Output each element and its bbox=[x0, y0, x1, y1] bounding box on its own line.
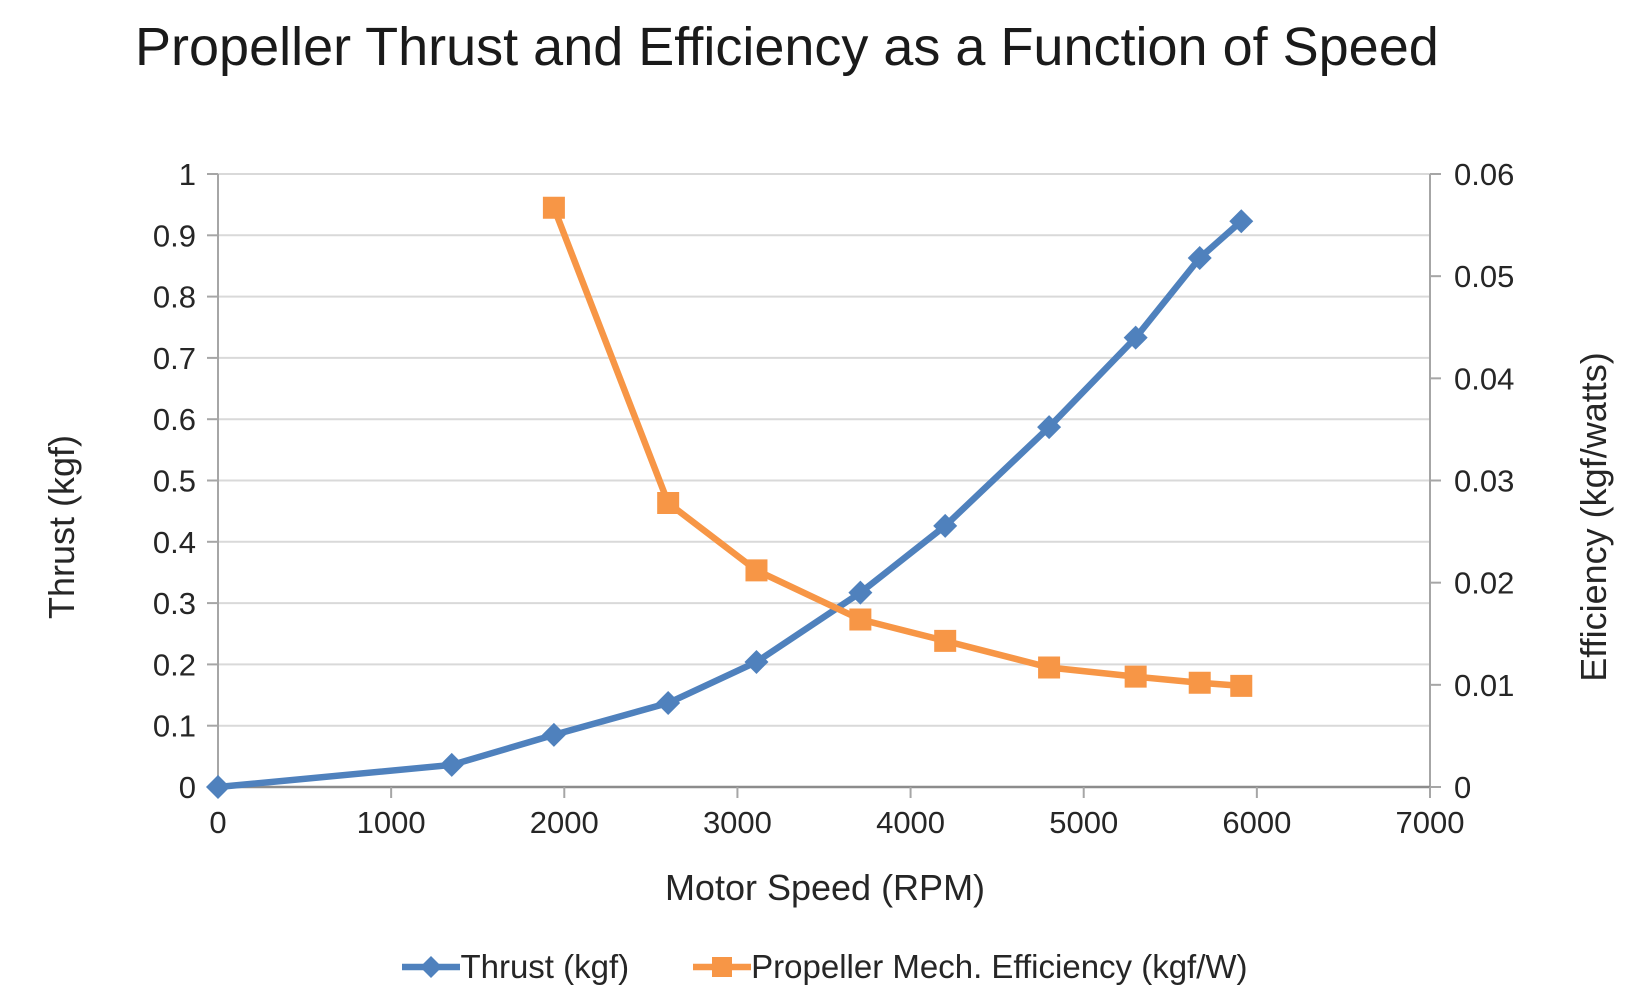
series-marker-0 bbox=[1229, 209, 1254, 234]
y-tick-label-left: 0.3 bbox=[153, 586, 196, 621]
thrust-series-marker-icon bbox=[402, 950, 461, 984]
series-marker-1 bbox=[657, 491, 680, 514]
y-tick-label-left: 0 bbox=[179, 770, 196, 805]
x-tick-label: 1000 bbox=[357, 805, 426, 840]
y-tick-label-left: 0.4 bbox=[153, 525, 196, 560]
series-marker-0 bbox=[656, 691, 681, 716]
series-marker-0 bbox=[1037, 415, 1062, 440]
y-tick-label-left: 0.5 bbox=[153, 464, 196, 499]
series-marker-0 bbox=[1187, 245, 1212, 270]
x-tick-label: 6000 bbox=[1222, 805, 1291, 840]
series-marker-0 bbox=[933, 513, 958, 538]
x-tick-label: 0 bbox=[209, 805, 226, 840]
y-tick-label-right: 0.06 bbox=[1454, 157, 1514, 192]
y-tick-label-left: 0.8 bbox=[153, 280, 196, 315]
y-tick-label-left: 0.2 bbox=[153, 647, 196, 682]
legend-label-efficiency: Propeller Mech. Efficiency (kgf/W) bbox=[751, 948, 1248, 985]
series-marker-0 bbox=[1123, 325, 1148, 350]
y-tick-label-right: 0.03 bbox=[1454, 464, 1514, 499]
y-tick-label-left: 0.9 bbox=[153, 218, 196, 253]
legend-item-efficiency: Propeller Mech. Efficiency (kgf/W) bbox=[693, 948, 1248, 986]
series-marker-1 bbox=[542, 196, 565, 219]
x-tick-label: 3000 bbox=[703, 805, 772, 840]
y-axis-title-left: Thrust (kgf) bbox=[41, 434, 82, 620]
series-marker-0 bbox=[439, 752, 464, 777]
y-tick-label-left: 1 bbox=[179, 157, 196, 192]
legend-item-thrust: Thrust (kgf) bbox=[402, 948, 629, 986]
series-marker-1 bbox=[1038, 656, 1061, 679]
series-line-1 bbox=[550, 204, 1245, 690]
y-tick-label-right: 0.04 bbox=[1454, 361, 1514, 396]
y-tick-label-left: 0.1 bbox=[153, 709, 196, 744]
series-marker-1 bbox=[745, 559, 768, 582]
y-axis-title-right: Efficiency (kgf/watts) bbox=[1573, 352, 1614, 682]
y-tick-label-left: 0.7 bbox=[153, 341, 196, 376]
series-marker-0 bbox=[541, 722, 566, 747]
series-marker-1 bbox=[1124, 665, 1147, 688]
series-marker-0 bbox=[206, 775, 230, 799]
y-tick-label-right: 0.02 bbox=[1454, 566, 1514, 601]
x-tick-label: 4000 bbox=[876, 805, 945, 840]
series-marker-1 bbox=[1188, 671, 1211, 694]
y-tick-label-right: 0.05 bbox=[1454, 259, 1514, 294]
x-tick-label: 2000 bbox=[530, 805, 599, 840]
x-tick-label: 7000 bbox=[1396, 805, 1465, 840]
y-tick-label-right: 0 bbox=[1454, 770, 1471, 805]
series-marker-0 bbox=[744, 649, 769, 674]
efficiency-series-marker-icon bbox=[693, 950, 752, 984]
series-marker-1 bbox=[934, 629, 957, 652]
x-axis-title: Motor Speed (RPM) bbox=[664, 867, 986, 908]
series-marker-1 bbox=[849, 608, 872, 631]
y-tick-label-left: 0.6 bbox=[153, 402, 196, 437]
legend: Thrust (kgf) Propeller Mech. Efficiency … bbox=[0, 948, 1650, 986]
x-tick-label: 5000 bbox=[1049, 805, 1118, 840]
series-line-0 bbox=[214, 217, 1245, 791]
legend-label-thrust: Thrust (kgf) bbox=[460, 948, 630, 985]
series-marker-0 bbox=[848, 580, 873, 605]
series-marker-1 bbox=[1230, 674, 1253, 697]
chart-title: Propeller Thrust and Efficiency as a Fun… bbox=[135, 17, 1439, 77]
y-tick-label-right: 0.01 bbox=[1454, 668, 1514, 703]
